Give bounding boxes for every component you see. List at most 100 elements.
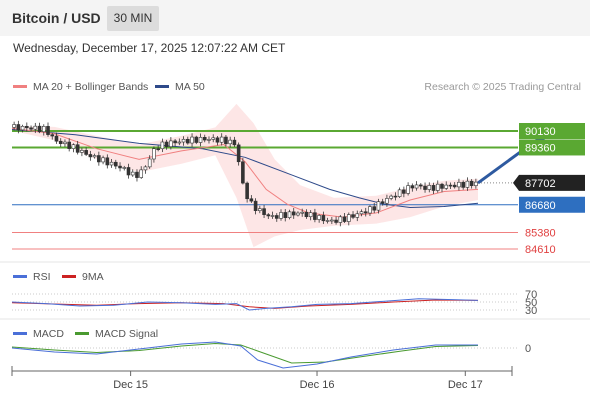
candle-body	[300, 211, 304, 214]
macd-signal-line	[11, 342, 479, 364]
candle-body	[457, 181, 461, 188]
candle-body	[88, 154, 93, 158]
candle-body	[270, 215, 275, 217]
candle-body	[304, 211, 309, 218]
macd-panel: 0	[11, 341, 531, 369]
x-tick-label: Dec 16	[300, 379, 335, 391]
ma50-legend-label: MA 50	[175, 81, 205, 93]
candle-body	[143, 166, 148, 171]
candle-body	[20, 125, 25, 131]
macd-legend: MACD MACD Signal	[13, 328, 158, 340]
candle-body	[97, 155, 101, 163]
candle-body	[245, 182, 249, 200]
candle-body	[372, 206, 377, 211]
candle-body	[249, 198, 254, 202]
candle-body	[84, 150, 88, 155]
candle-body	[211, 137, 216, 140]
candle-body	[317, 215, 321, 220]
candle-body	[296, 212, 300, 216]
candle-body	[423, 185, 427, 190]
candle-body	[325, 220, 330, 222]
macd-signal-legend-swatch	[75, 332, 89, 335]
x-tick-label: Dec 17	[448, 379, 483, 391]
macd-legend-label: MACD	[33, 328, 64, 340]
macd-tick-label: 0	[525, 343, 531, 355]
candle-body	[330, 219, 334, 222]
timeframe-button[interactable]: 30 MIN	[107, 6, 159, 31]
price-tag-label: 86680	[525, 200, 556, 212]
candle-body	[190, 136, 194, 144]
candle-body	[321, 215, 326, 222]
candle-body	[58, 140, 63, 144]
candle-body	[291, 211, 296, 216]
candle-body	[448, 184, 453, 187]
candle-body	[440, 183, 444, 189]
candle-body	[130, 171, 135, 176]
ma20-legend-swatch	[13, 85, 27, 88]
candle-body	[253, 200, 258, 211]
candle-body	[283, 212, 288, 218]
candle-body	[41, 126, 46, 133]
candle-body	[215, 137, 220, 143]
candle-body	[258, 208, 262, 211]
candle-body	[135, 171, 139, 178]
candle-body	[435, 183, 440, 191]
candle-body	[469, 180, 474, 186]
candle-body	[186, 138, 190, 144]
candle-body	[181, 138, 186, 143]
candle-body	[177, 141, 182, 144]
candle-body	[410, 185, 415, 189]
candle-body	[173, 140, 177, 144]
chart-legend: MA 20 + Bollinger Bands MA 50 Research ©…	[13, 81, 581, 93]
candle-body	[431, 185, 436, 191]
candle-body	[461, 181, 465, 188]
candle-body	[397, 189, 402, 197]
candle-body	[427, 185, 432, 190]
candle-body	[29, 127, 33, 130]
candle-body	[37, 125, 42, 133]
candle-body	[389, 195, 393, 199]
candle-body	[241, 161, 245, 184]
candle-body	[219, 136, 224, 143]
candle-body	[71, 144, 76, 149]
rsi-legend: RSI 9MA	[13, 271, 104, 283]
candle-body	[54, 135, 59, 142]
candle-body	[313, 212, 317, 220]
candle-body	[164, 141, 169, 147]
macd-legend-swatch	[13, 332, 27, 335]
price-tag-label: 90130	[525, 126, 556, 138]
candle-body	[363, 211, 368, 214]
candle-body	[266, 214, 271, 217]
candle-body	[101, 157, 105, 163]
candle-body	[308, 212, 313, 218]
price-tag-86680	[519, 196, 585, 213]
candle-body	[160, 141, 165, 150]
candle-body	[393, 195, 398, 198]
candle-body	[156, 148, 160, 150]
rsi-tick-label: 50	[525, 297, 537, 309]
price-tag-label: 89360	[525, 142, 556, 154]
candle-body	[334, 219, 338, 223]
candle-body	[113, 161, 118, 167]
candle-body	[46, 126, 50, 135]
ma50-line	[11, 129, 479, 209]
candle-body	[228, 139, 232, 145]
price-tag-label: 87702	[525, 178, 556, 190]
header-bar: Bitcoin / USD 30 MIN	[0, 0, 590, 36]
candle-body	[342, 216, 347, 222]
candle-body	[139, 169, 144, 178]
candle-body	[232, 139, 237, 146]
candle-body	[224, 136, 228, 145]
candle-body	[33, 125, 38, 130]
candle-body	[380, 201, 385, 204]
price-tag-label: 85380	[525, 228, 556, 240]
candle-body	[207, 139, 211, 141]
price-tag-89360	[519, 139, 585, 156]
candle-body	[152, 148, 156, 160]
candle-body	[75, 144, 80, 153]
candle-body	[419, 184, 423, 187]
candle-body	[279, 212, 283, 219]
rsi-line	[11, 298, 479, 311]
